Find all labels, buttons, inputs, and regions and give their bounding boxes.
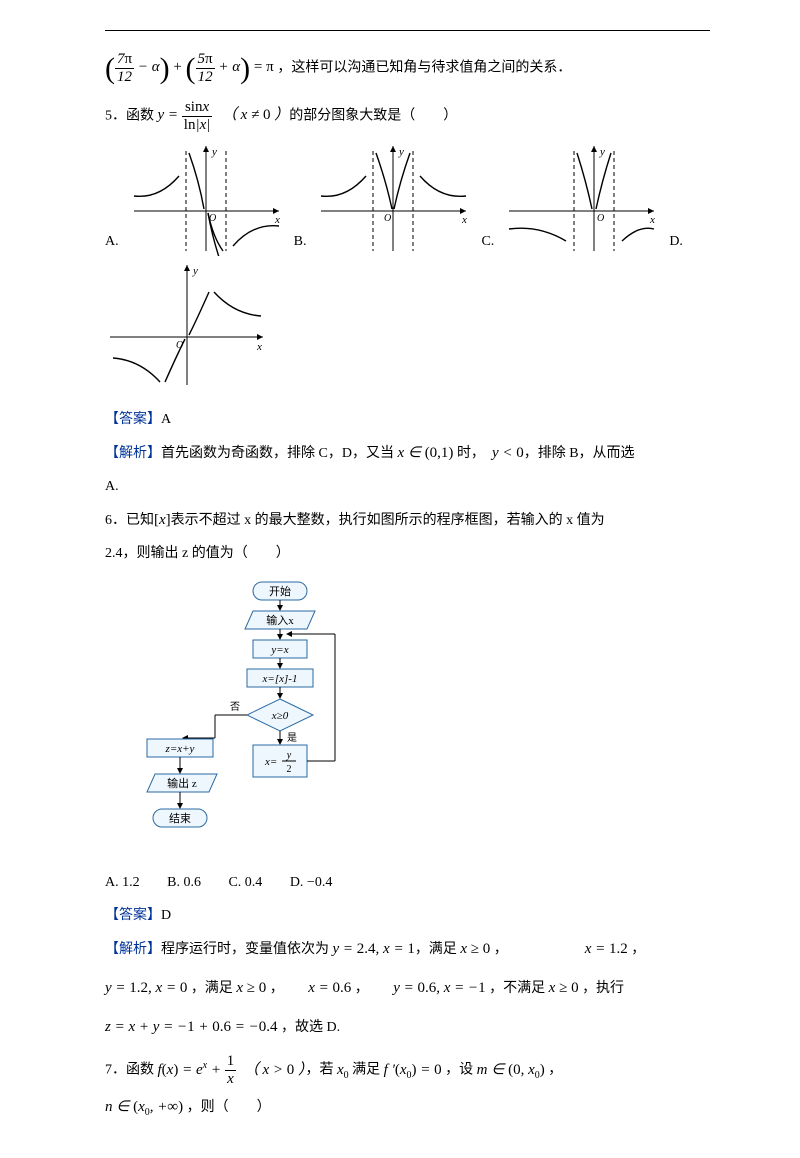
q5-explain-tail: A. [105,474,710,501]
q6-opt-d: D. −0.4 [290,870,333,897]
q6-stem-1: 6．已知[x]表示不超过 x 的最大整数，执行如图所示的程序框图，若输入的 x … [105,506,710,535]
svg-text:O: O [597,213,604,224]
svg-text:y: y [599,146,605,158]
graph-d: y x O [105,260,270,390]
flow-end: 结束 [169,812,191,825]
q6-exp-l1: 【解析】程序运行时，变量值依次为 y = 2.4, x = 1，满足 x ≥ 0… [105,935,710,964]
flow-s1: y=x [270,644,288,656]
flow-s3: z=x+y [165,743,195,755]
q7-stem-1: 7．函数 f(x) = ex + 1x （ x > 0 ），若 x0 满足 f … [105,1053,710,1087]
svg-text:x: x [256,341,262,353]
flowchart: 开始 输入x y=x x=[x]-1 x≥0 是 x= y 2 [135,578,710,869]
q5-opt-a: A. [105,229,119,256]
graph-c: y x O [504,141,659,256]
svg-text:O: O [384,213,391,224]
svg-text:y: y [192,265,198,277]
q5-graph-row1: A. y x O B. y [105,141,710,256]
q5-opt-d: D. [669,229,683,256]
explain-label: 【解析】 [105,446,161,461]
svg-text:y: y [286,750,292,761]
flow-start: 开始 [269,584,291,598]
q6-stem-2: 2.4，则输出 z 的值为（ ） [105,541,710,568]
q6-answer: 【答案】D [105,903,710,930]
q7-stem-2: n ∈ (x0, +∞) ，则（ ） [105,1093,710,1122]
intro-line: (7π12 − α) + (5π12 + α) = π ，这样可以沟通已知角与待… [105,51,710,85]
svg-text:x=: x= [264,756,277,768]
top-rule [105,30,710,31]
q6-exp-l3: z = x + y = −1 + 0.6 = −0.4 ，故选 D. [105,1013,710,1042]
svg-text:2: 2 [287,764,292,775]
q6-opt-a: A. 1.2 [105,870,140,897]
q5-num: 5． [105,108,126,123]
q5-graph-row2: y x O [105,260,710,401]
svg-text:x: x [461,214,467,226]
answer-label: 【答案】 [105,412,161,427]
svg-text:x: x [274,214,280,226]
q6-options: A. 1.2 B. 0.6 C. 0.4 D. −0.4 [105,870,710,897]
q5-explain: 【解析】首先函数为奇函数，排除 C，D，又当 x ∈ (0,1) 时， y < … [105,439,710,468]
flow-yes: 是 [287,732,297,744]
page: (7π12 − α) + (5π12 + α) = π ，这样可以沟通已知角与待… [0,0,800,1158]
q6-opt-c: C. 0.4 [228,870,262,897]
svg-text:x: x [649,214,655,226]
svg-text:y: y [211,146,217,158]
q5-answer: 【答案】A [105,407,710,434]
svg-text:y: y [398,146,404,158]
q6-exp-l2: y = 1.2, x = 0 ，满足 x ≥ 0 ， x = 0.6 ， y =… [105,974,710,1003]
q5-opt-c: C. [481,229,494,256]
intro-tail: ，这样可以沟通已知角与待求值角之间的关系． [277,60,571,75]
q5-opt-b: B. [294,229,307,256]
flow-s2: x=[x]-1 [262,673,298,685]
graph-b: y x O [316,141,471,256]
graph-a: y x O [129,141,284,256]
flow-in: 输入x [266,613,294,627]
flow-no: 否 [230,701,240,713]
q5-stem: 5．函数 y = sinxln|x| （ x ≠ 0 ）的部分图象大致是（ ） [105,99,710,133]
flow-out: 输出 z [167,776,197,790]
q6-opt-b: B. 0.6 [167,870,201,897]
flow-cond: x≥0 [271,710,289,722]
